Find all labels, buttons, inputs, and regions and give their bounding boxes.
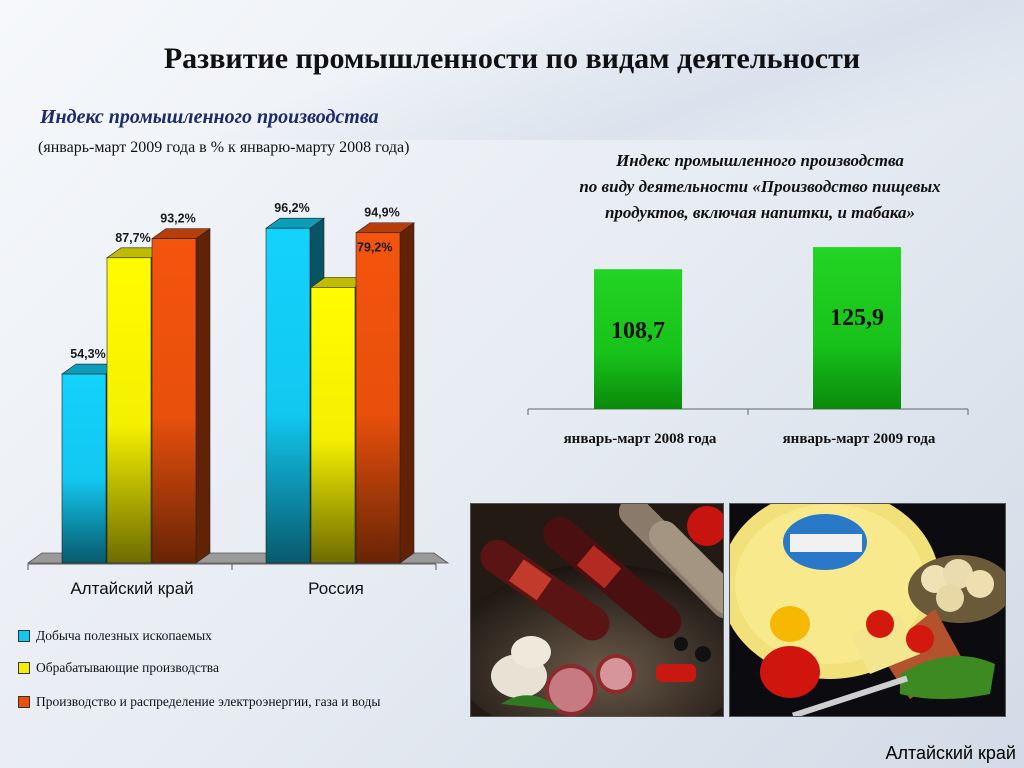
- data-label-energy-0: 93,2%: [160, 212, 195, 226]
- data-label-food-0: 108,7: [611, 318, 665, 344]
- food-production-index-chart: 108,7 январь-март 2008 года 125,9 январь-ма…: [527, 247, 969, 447]
- legend-label-mining: Добыча полезных ископаемых: [36, 628, 212, 643]
- right-chart-title-line2: по виду деятельности «Производство пищев…: [579, 177, 941, 196]
- bar-energy-1-side: [399, 222, 415, 564]
- category-label-food-1: январь-март 2009 года: [783, 431, 936, 447]
- bar-food-0: [594, 269, 682, 409]
- bar-mining-1: [265, 227, 311, 564]
- legend-item-energy: Производство и распределение электроэнер…: [18, 694, 380, 710]
- bar-food-1: [813, 247, 901, 409]
- data-label-mining-0: 54,3%: [70, 347, 105, 361]
- legend-swatch-manufacturing: [18, 662, 30, 674]
- category-label-0: Алтайский край: [70, 579, 193, 598]
- right-chart-title-line1: Индекс промышленного производства: [616, 151, 904, 170]
- page-title: Развитие промышленности по видам деятель…: [163, 42, 861, 75]
- sausage-photo: [470, 503, 724, 717]
- background-decoration: [0, 0, 1024, 140]
- cheese-photo: [729, 503, 1006, 717]
- data-label-mining-1: 96,2%: [274, 201, 309, 215]
- right-chart-title: Индекс промышленного производства по вид…: [505, 148, 1015, 226]
- bar-energy-1: [355, 232, 401, 564]
- legend-swatch-mining: [18, 630, 30, 642]
- data-label-manufacturing-0: 87,7%: [115, 231, 150, 245]
- bar-energy-0-side: [195, 228, 211, 564]
- right-chart-title-line3: продуктов, включая напитки, и табака»: [604, 203, 916, 222]
- legend-swatch-energy: [18, 696, 30, 708]
- legend-item-mining: Добыча полезных ископаемых: [18, 628, 212, 644]
- bar-mining-0: [61, 373, 107, 564]
- bar-energy-0: [151, 238, 197, 564]
- data-label-energy-1: 94,9%: [364, 206, 399, 220]
- category-label-1: Россия: [308, 579, 364, 598]
- legend-label-manufacturing: Обрабатывающие производства: [36, 660, 219, 675]
- left-chart-title: Индекс промышленного производства: [40, 106, 379, 128]
- data-label-manufacturing-1: 79,2%: [357, 240, 392, 254]
- data-label-food-1: 125,9: [830, 305, 884, 331]
- footer-region: Алтайский край: [885, 743, 1016, 763]
- bar-manufacturing-0: [106, 257, 152, 564]
- left-chart-note: (январь-март 2009 года в % к январю-март…: [38, 139, 410, 156]
- legend-item-manufacturing: Обрабатывающие производства: [18, 660, 219, 676]
- category-label-food-0: январь-март 2008 года: [564, 431, 717, 447]
- bar-manufacturing-1: [310, 287, 356, 564]
- industry-index-chart: 54,3% 87,7% 93,2% 96,2% 79,2% 94,9% Алтайский …: [26, 201, 450, 598]
- legend-label-energy: Производство и распределение электроэнер…: [36, 694, 381, 709]
